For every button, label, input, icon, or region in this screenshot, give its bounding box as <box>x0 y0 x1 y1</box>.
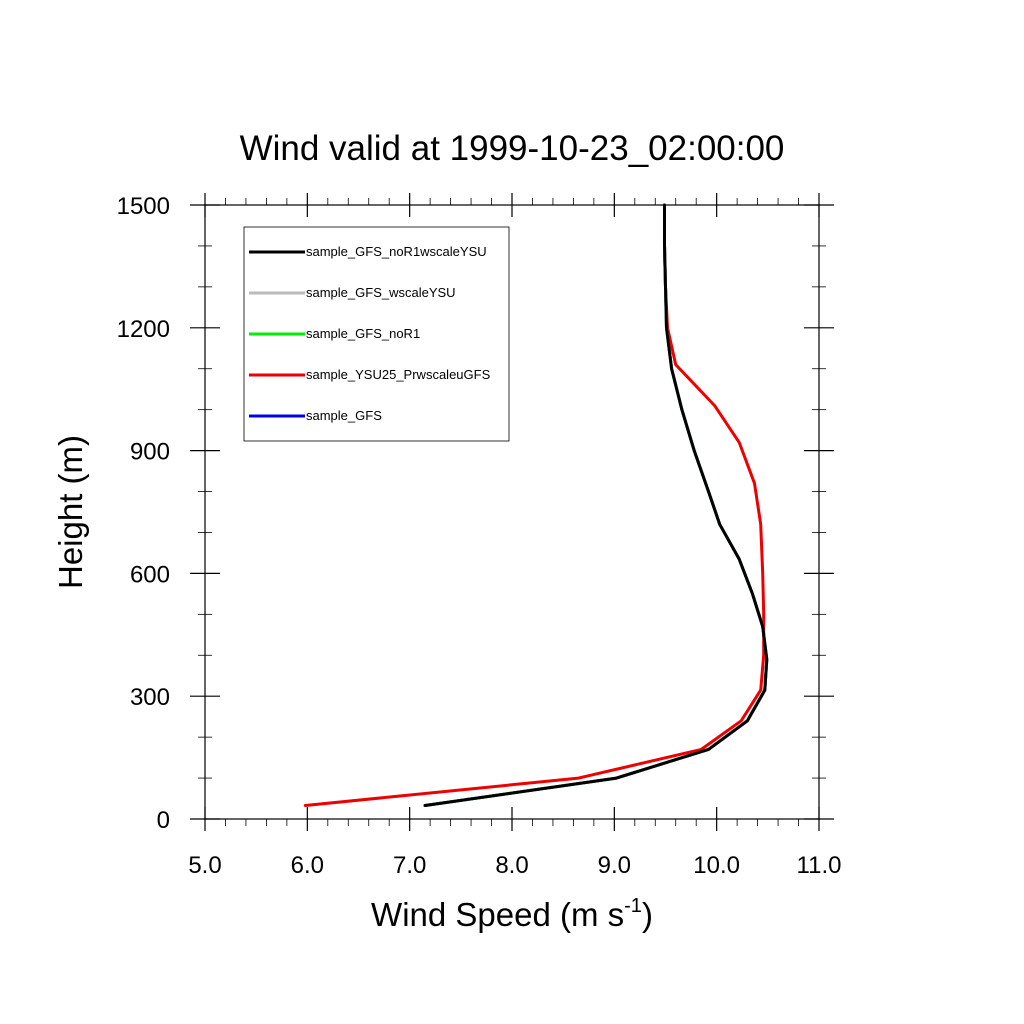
legend-label-0: sample_GFS_noR1wscaleYSU <box>306 244 487 259</box>
x-axis-label-main: Wind Speed (m s <box>371 896 624 933</box>
x-tick-label-3: 8.0 <box>495 852 528 879</box>
x-tick-label-4: 9.0 <box>598 852 631 879</box>
series-layer <box>303 203 769 807</box>
legend-label-1: sample_GFS_wscaleYSU <box>306 285 456 300</box>
y-tick-labels: 0 300 600 900 1200 1500 <box>117 193 170 834</box>
legend-label-3: sample_YSU25_PrwscaleuGFS <box>306 367 491 382</box>
x-tick-labels: 5.0 6.0 7.0 8.0 9.0 10.0 11.0 <box>188 852 841 879</box>
x-axis-label: Wind Speed (m s-1) <box>371 895 653 933</box>
x-tick-label-0: 5.0 <box>188 852 221 879</box>
x-tick-label-6: 11.0 <box>797 852 842 879</box>
y-tick-label-0: 0 <box>157 807 170 834</box>
x-axis-label-suffix: ) <box>642 896 653 933</box>
legend-label-2: sample_GFS_noR1 <box>306 326 420 341</box>
legend-label-4: sample_GFS <box>306 408 382 423</box>
x-tick-label-1: 6.0 <box>291 852 324 879</box>
plot-frame <box>204 204 820 820</box>
y-tick-label-2: 600 <box>130 561 170 588</box>
y-tick-label-4: 1200 <box>117 316 170 343</box>
legend: sample_GFS_noR1wscaleYSU sample_GFS_wscal… <box>243 226 510 442</box>
y-tick-label-3: 900 <box>130 439 170 466</box>
x-tick-label-2: 7.0 <box>393 852 426 879</box>
y-tick-label-5: 1500 <box>117 193 170 220</box>
y-axis-label: Height (m) <box>52 435 89 589</box>
legend-items: sample_GFS_noR1wscaleYSU sample_GFS_wscal… <box>249 244 491 423</box>
x-axis-label-superscript: -1 <box>624 895 642 917</box>
y-tick-label-1: 300 <box>130 684 170 711</box>
series-line-0 <box>423 203 769 807</box>
chart-title: Wind valid at 1999-10-23_02:00:00 <box>240 129 785 168</box>
x-tick-label-5: 10.0 <box>693 852 740 879</box>
